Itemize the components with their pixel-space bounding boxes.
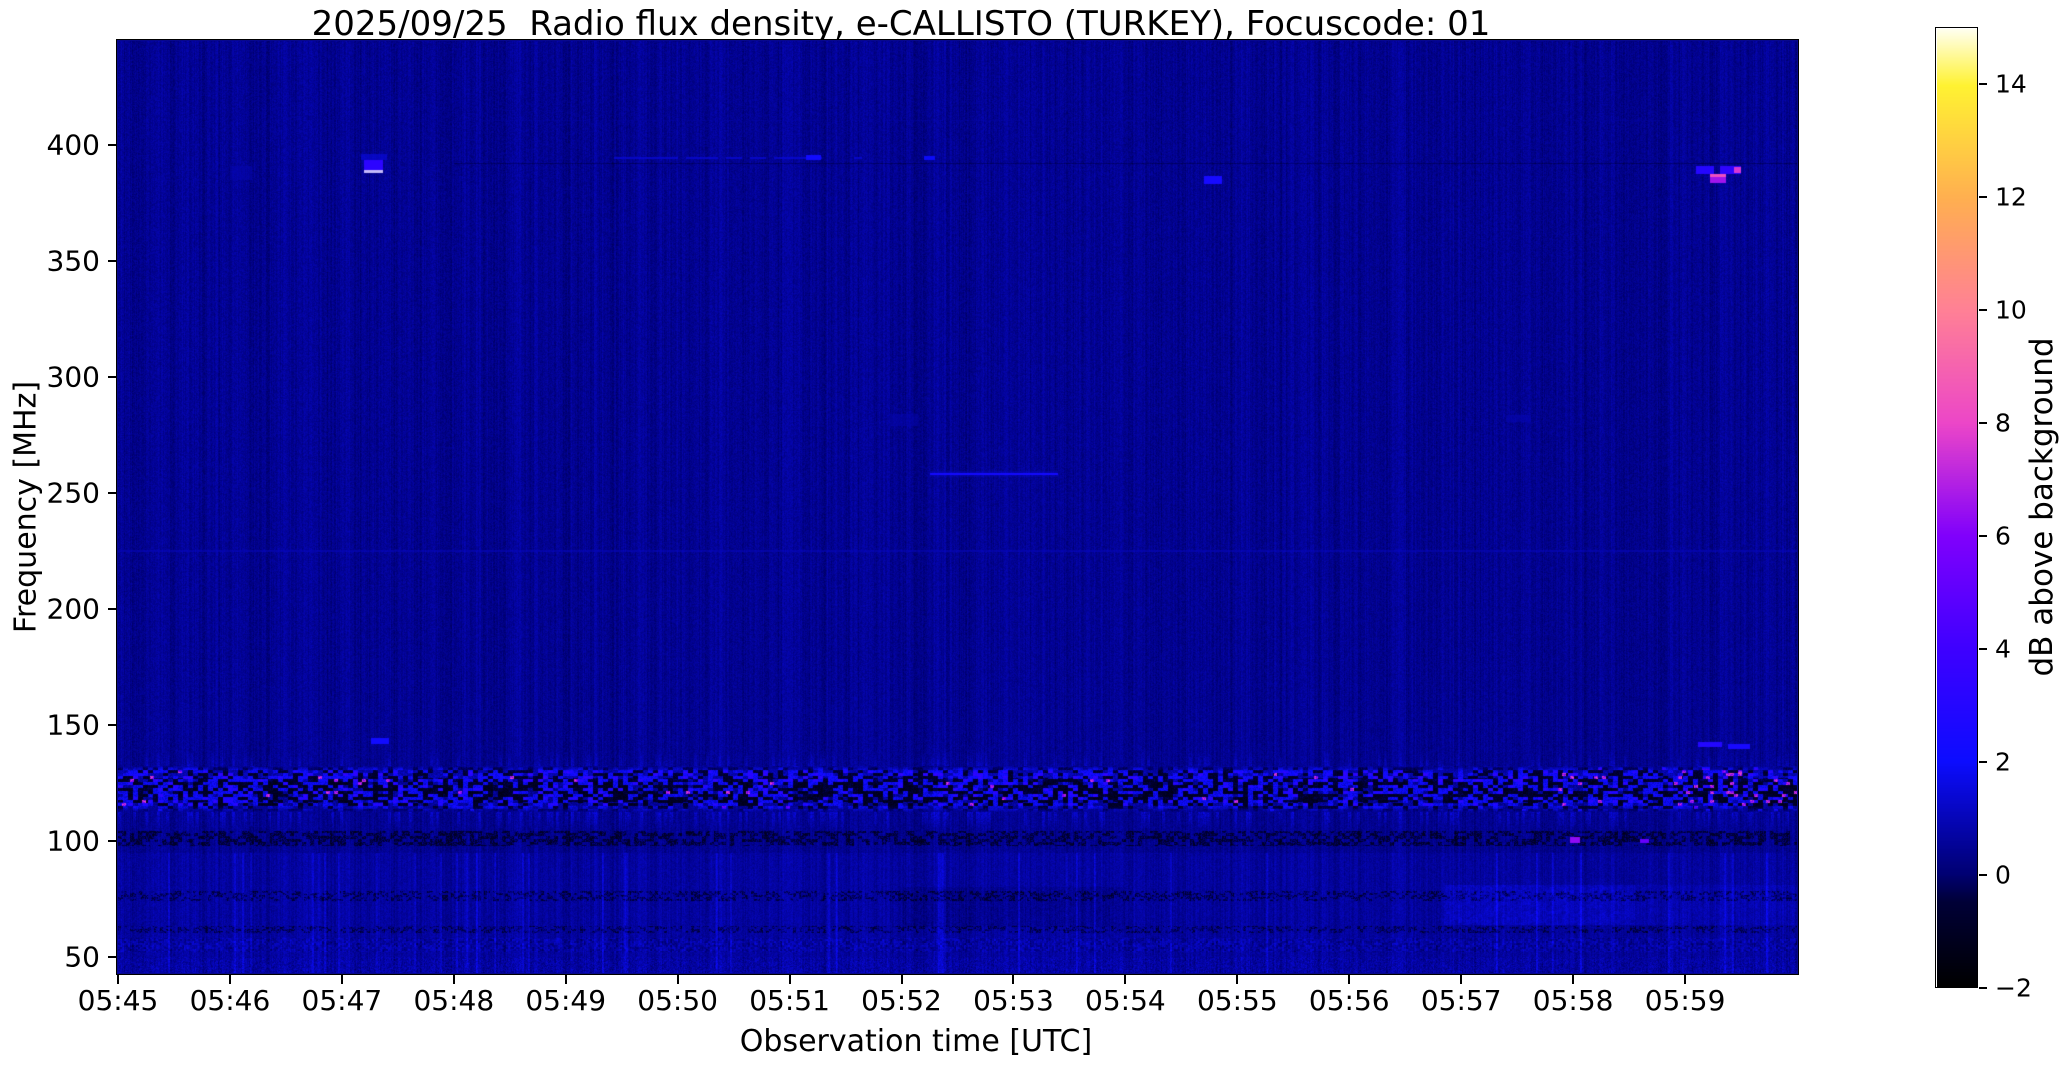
colorbar-tick-label: 6 <box>1995 521 2011 551</box>
y-tick-label: 100 <box>46 824 100 858</box>
colorbar-tick-label: 10 <box>1995 295 2027 325</box>
x-axis-label: Observation time [UTC] <box>739 1024 1093 1059</box>
y-tick-mark <box>107 375 117 378</box>
colorbar-tick-mark <box>1979 647 1987 650</box>
x-tick-label: 05:55 <box>1196 984 1278 1017</box>
y-tick-mark <box>107 955 117 958</box>
colorbar-label: dB above background <box>2024 337 2060 677</box>
x-tick-label: 05:49 <box>525 984 607 1017</box>
y-tick-label: 300 <box>46 360 100 394</box>
y-tick-mark <box>107 259 117 262</box>
x-tick-label: 05:54 <box>1085 984 1166 1017</box>
x-tick-mark <box>117 974 119 984</box>
y-tick-label: 200 <box>46 592 100 626</box>
colorbar-tick-mark <box>1979 987 1987 989</box>
x-tick-mark <box>1124 974 1127 984</box>
colorbar-tick-label: −2 <box>1995 973 2032 1003</box>
colorbar-tick-label: 12 <box>1995 182 2027 212</box>
colorbar-tick-label: 4 <box>1995 634 2011 664</box>
y-tick-label: 150 <box>46 708 100 742</box>
colorbar-tick-label: 2 <box>1995 747 2011 777</box>
x-tick-mark <box>676 974 679 984</box>
chart-title: 2025/09/25 Radio flux density, e-CALLIST… <box>311 4 1491 44</box>
x-tick-label: 05:48 <box>413 984 495 1017</box>
colorbar-tick-mark <box>1979 760 1987 763</box>
y-tick-mark <box>107 143 117 146</box>
x-tick-mark <box>340 974 343 984</box>
x-tick-mark <box>900 974 903 984</box>
x-tick-mark <box>1012 974 1015 984</box>
y-axis-label: Frequency [MHz] <box>8 380 44 634</box>
x-tick-mark <box>788 974 791 984</box>
x-tick-mark <box>1348 974 1351 984</box>
x-tick-label: 05:56 <box>1308 984 1390 1017</box>
x-tick-label: 05:46 <box>189 984 271 1017</box>
colorbar-tick-label: 8 <box>1995 408 2011 438</box>
x-tick-label: 05:47 <box>301 984 383 1017</box>
x-tick-mark <box>564 974 567 984</box>
x-tick-label: 05:57 <box>1420 984 1502 1017</box>
y-tick-label: 400 <box>46 128 100 162</box>
x-tick-mark <box>1684 974 1687 984</box>
y-tick-mark <box>107 491 117 494</box>
colorbar-canvas <box>1936 28 1977 987</box>
colorbar-tick-mark <box>1979 195 1987 198</box>
x-tick-label: 05:50 <box>637 984 719 1017</box>
colorbar-tick-mark <box>1979 421 1987 424</box>
y-tick-label: 50 <box>64 940 100 974</box>
x-tick-mark <box>228 974 231 984</box>
x-tick-label: 05:53 <box>973 984 1054 1017</box>
colorbar-frame <box>1935 27 1978 988</box>
spectrogram-canvas <box>118 41 1797 973</box>
x-tick-mark <box>1572 974 1575 984</box>
x-tick-label: 05:59 <box>1644 984 1726 1017</box>
colorbar-tick-mark <box>1979 82 1987 85</box>
y-tick-mark <box>107 607 117 610</box>
x-tick-mark <box>1460 974 1463 984</box>
colorbar-tick-mark <box>1979 873 1987 876</box>
y-tick-label: 250 <box>46 476 100 510</box>
x-tick-label: 05:45 <box>77 984 159 1017</box>
colorbar-tick-label: 14 <box>1995 69 2027 99</box>
colorbar-tick-label: 0 <box>1995 860 2011 890</box>
colorbar-tick-mark <box>1979 534 1987 537</box>
x-tick-label: 05:51 <box>749 984 830 1017</box>
x-tick-mark <box>452 974 455 984</box>
x-tick-mark <box>1236 974 1239 984</box>
colorbar-tick-mark <box>1979 308 1987 311</box>
y-tick-mark <box>107 839 117 842</box>
x-tick-label: 05:58 <box>1532 984 1614 1017</box>
y-tick-mark <box>107 723 117 726</box>
y-tick-label: 350 <box>46 244 100 278</box>
x-tick-label: 05:52 <box>861 984 942 1017</box>
